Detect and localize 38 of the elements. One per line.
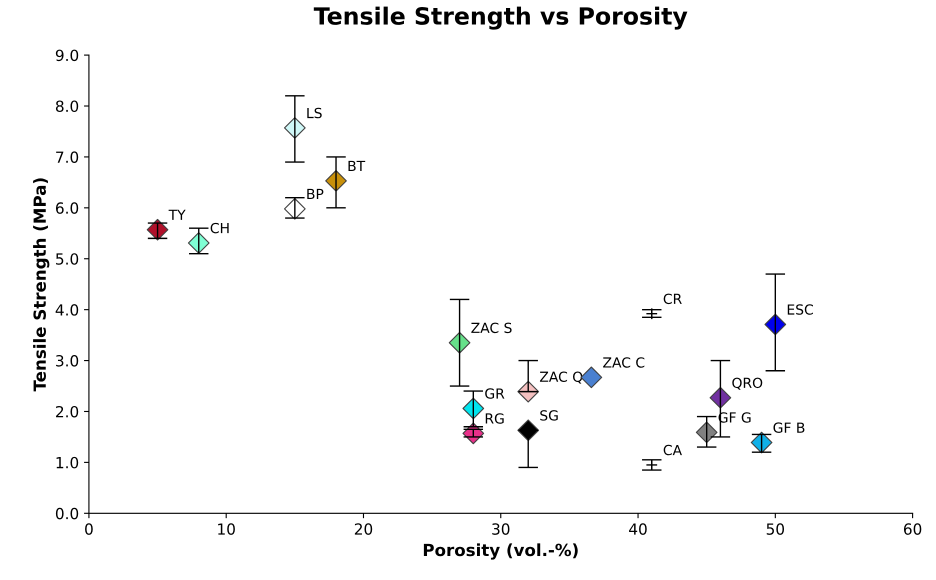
x-tick-label: 30 (492, 523, 510, 535)
series-label: BP (307, 188, 324, 200)
series-label: QRO (732, 378, 762, 390)
series-label: SG (540, 410, 558, 421)
series-label: TY (168, 210, 186, 220)
y-tick-label: 5.0 (56, 253, 78, 265)
x-tick-label: 10 (218, 523, 235, 535)
series-label: CH (210, 222, 229, 234)
series-label: ZAC S (471, 322, 512, 334)
y-tick-label: 6.0 (56, 202, 78, 214)
series-label: LS (307, 108, 322, 118)
y-tick-label: 2.0 (56, 406, 78, 418)
x-tick-label: 40 (629, 523, 647, 535)
series-label: RG (486, 413, 504, 424)
y-tick-label: 9.0 (56, 50, 78, 62)
y-tick-label: 4.0 (56, 304, 78, 316)
x-tick-label: 50 (766, 523, 784, 535)
x-tick-label: 60 (904, 523, 922, 535)
y-tick-label: 7.0 (56, 151, 78, 163)
series-label: CR (664, 294, 682, 304)
x-tick-label: 20 (354, 523, 372, 535)
series-label: GR (485, 388, 504, 399)
y-tick-label: 1.0 (56, 456, 78, 468)
chart-title: Tensile Strength vs Porosity (314, 6, 688, 30)
point (580, 366, 602, 388)
x-tick-label: 0 (85, 523, 93, 535)
series-label: ZAC C (603, 357, 644, 368)
series-label: ESC (788, 304, 813, 315)
point (325, 170, 347, 192)
series-label: BT (348, 160, 366, 172)
y-tick-label: 3.0 (56, 355, 78, 367)
series-label: CA (664, 444, 682, 456)
y-tick-label: 0.0 (56, 508, 78, 520)
series-label: GF B (773, 422, 804, 433)
point (646, 308, 658, 320)
x-axis-title: Porosity (vol.-%) (424, 543, 578, 560)
y-axis-title: Tensile Strength (MPa) (33, 178, 50, 392)
y-tick-label: 8.0 (56, 100, 78, 112)
